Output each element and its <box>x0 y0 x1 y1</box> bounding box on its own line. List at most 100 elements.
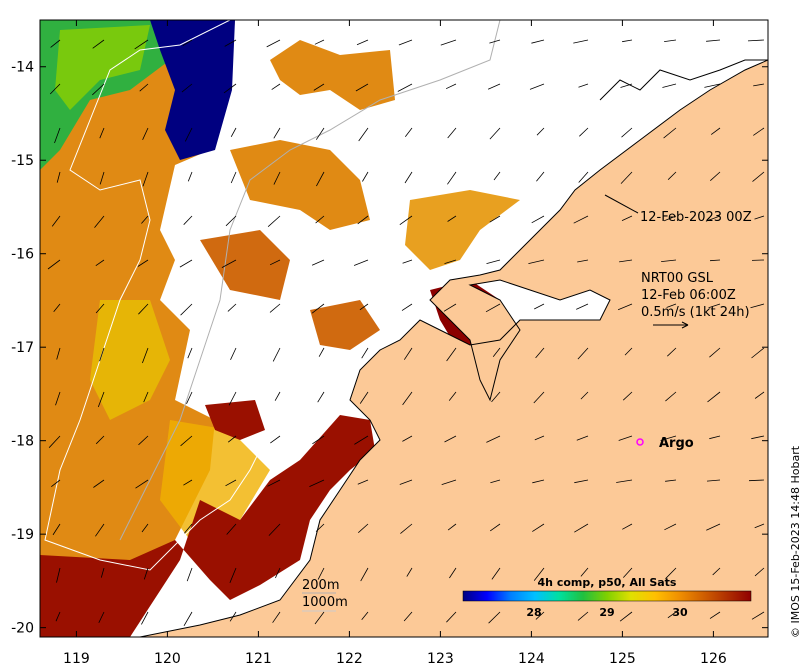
current-arrow <box>137 259 149 267</box>
current-arrow <box>229 611 237 622</box>
current-arrow <box>187 347 193 359</box>
current-arrow <box>179 259 193 268</box>
current-arrow <box>225 479 237 487</box>
current-arrow <box>660 435 677 441</box>
current-arrow <box>357 479 369 485</box>
current-arrow <box>142 127 149 140</box>
current-arrow <box>318 347 325 357</box>
current-arrow <box>141 523 149 533</box>
current-arrow <box>92 39 105 49</box>
current-arrow <box>95 523 105 537</box>
current-arrow <box>226 523 237 535</box>
current-arrow <box>710 171 721 181</box>
current-arrow <box>576 435 589 441</box>
current-arrow <box>316 171 325 187</box>
x-tick-label: 122 <box>336 651 363 667</box>
current-arrow <box>50 39 61 48</box>
current-arrow <box>623 567 633 578</box>
x-tick-label: 126 <box>700 651 727 667</box>
current-arrow <box>143 391 149 403</box>
current-arrow <box>399 479 413 485</box>
x-tick-label: 119 <box>63 651 90 667</box>
current-arrow <box>441 479 457 485</box>
y-tick-label: -15 <box>11 153 34 169</box>
current-arrow <box>362 171 369 182</box>
current-arrow <box>134 39 149 50</box>
current-arrow <box>617 303 633 311</box>
current-arrow <box>485 303 501 313</box>
colorbar <box>462 590 752 602</box>
current-arrow <box>489 127 501 140</box>
current-arrow <box>753 127 765 136</box>
current-arrow <box>620 171 633 184</box>
current-arrow <box>488 611 501 624</box>
current-arrow <box>228 391 237 406</box>
current-arrow <box>399 215 413 226</box>
x-tick-label: 124 <box>518 651 545 667</box>
current-arrow <box>360 567 369 582</box>
current-arrow <box>314 39 325 45</box>
current-arrow <box>355 83 369 92</box>
current-arrow <box>578 83 589 88</box>
current-arrow <box>229 567 237 583</box>
land-mass <box>139 59 768 637</box>
current-arrow <box>446 347 457 362</box>
current-arrow <box>135 479 149 489</box>
x-tick-label: 121 <box>245 651 272 667</box>
current-arrow <box>576 303 589 310</box>
current-arrow <box>440 39 457 46</box>
colorbar-tick-29: 29 <box>599 606 614 619</box>
sst-central-patch <box>270 40 395 110</box>
current-arrow <box>138 303 149 315</box>
current-arrow <box>95 303 105 314</box>
sst-lightgreen-patch <box>55 25 150 110</box>
current-arrow <box>138 435 149 446</box>
current-arrow <box>493 171 501 181</box>
current-arrow <box>491 391 501 403</box>
current-arrow <box>55 391 61 406</box>
current-arrow <box>448 391 457 401</box>
current-arrow <box>663 127 677 139</box>
current-arrow <box>577 347 589 360</box>
isobath-200m <box>119 20 501 541</box>
current-arrow <box>227 435 237 443</box>
current-arrow <box>186 391 193 404</box>
current-arrow <box>404 127 413 137</box>
current-arrow <box>665 567 677 579</box>
current-arrow <box>490 479 501 484</box>
current-arrow <box>535 611 545 620</box>
current-arrow <box>449 567 457 579</box>
current-arrow <box>534 435 545 441</box>
current-arrow <box>486 435 501 443</box>
current-arrow <box>443 303 457 312</box>
current-arrow <box>275 567 281 579</box>
current-arrow <box>529 83 545 90</box>
x-axis: 119 120 121 122 123 124 125 126 <box>63 20 727 667</box>
current-arrow <box>99 127 105 139</box>
sst-central-patch-4 <box>310 300 380 350</box>
current-arrow <box>142 347 149 364</box>
current-arrow <box>99 347 105 362</box>
isobath-200m-label: 200m <box>302 578 339 593</box>
current-arrow <box>224 39 237 47</box>
current-arrow <box>98 611 105 623</box>
current-arrow <box>53 303 61 313</box>
current-arrow <box>708 303 721 309</box>
track-leader-line <box>604 194 639 214</box>
current-arrow <box>398 39 413 46</box>
current-arrow <box>406 567 413 577</box>
current-arrow <box>578 171 589 183</box>
current-arrow <box>270 435 281 444</box>
product-time-label: 12-Feb 06:00Z <box>641 288 736 303</box>
current-arrow <box>618 435 633 441</box>
sst-central-patch-3 <box>200 230 290 300</box>
current-arrow <box>404 171 413 184</box>
current-arrow <box>444 435 457 443</box>
current-arrow <box>312 435 325 445</box>
y-tick-label: -16 <box>11 247 34 263</box>
current-arrow <box>54 127 61 144</box>
current-arrow <box>577 259 589 263</box>
current-arrow <box>186 567 193 582</box>
current-arrow <box>447 127 457 139</box>
current-arrow <box>272 347 281 362</box>
